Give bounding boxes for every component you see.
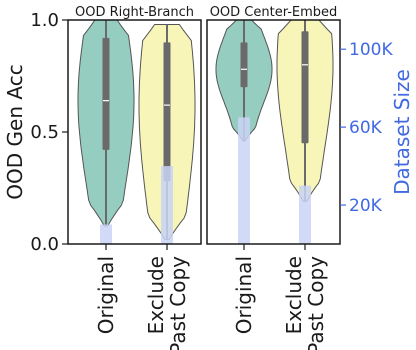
dataset-size-bar [100,224,112,244]
iqr-box [163,42,171,182]
dataset-size-bar [238,117,250,244]
y2-tick-label: 60K [349,118,383,138]
category-label: ExcludePast Copy [282,256,328,350]
y-tick-label: 1.0 [30,10,59,31]
iqr-box [102,37,110,150]
panel-title: OOD Right-Branch [75,5,194,20]
category-label-line: Past Copy [166,256,190,350]
category-label-line: Original [94,256,118,334]
dataset-size-bar [299,185,311,244]
y-tick-label: 0.0 [30,234,59,255]
y2-tick-label: 20K [349,196,383,216]
dataset-size-bar [161,166,173,244]
y2-tick-label: 100K [349,40,393,60]
panel-frame [206,19,341,245]
iqr-box [301,31,309,144]
category-label: Original [232,256,256,334]
y2-axis-label: Dataset Size [390,69,414,195]
y-axis-label: OOD Gen Acc [3,64,27,199]
category-label-line: Exclude [282,256,306,334]
category-label-line: Original [232,256,256,334]
category-label-line: Exclude [144,256,168,334]
panel-title: OOD Center-Embed [210,5,338,20]
y-tick-label: 0.5 [30,122,59,143]
category-label: ExcludePast Copy [144,256,190,350]
category-label: Original [94,256,118,334]
category-label-line: Past Copy [304,256,328,350]
iqr-box [240,42,248,88]
